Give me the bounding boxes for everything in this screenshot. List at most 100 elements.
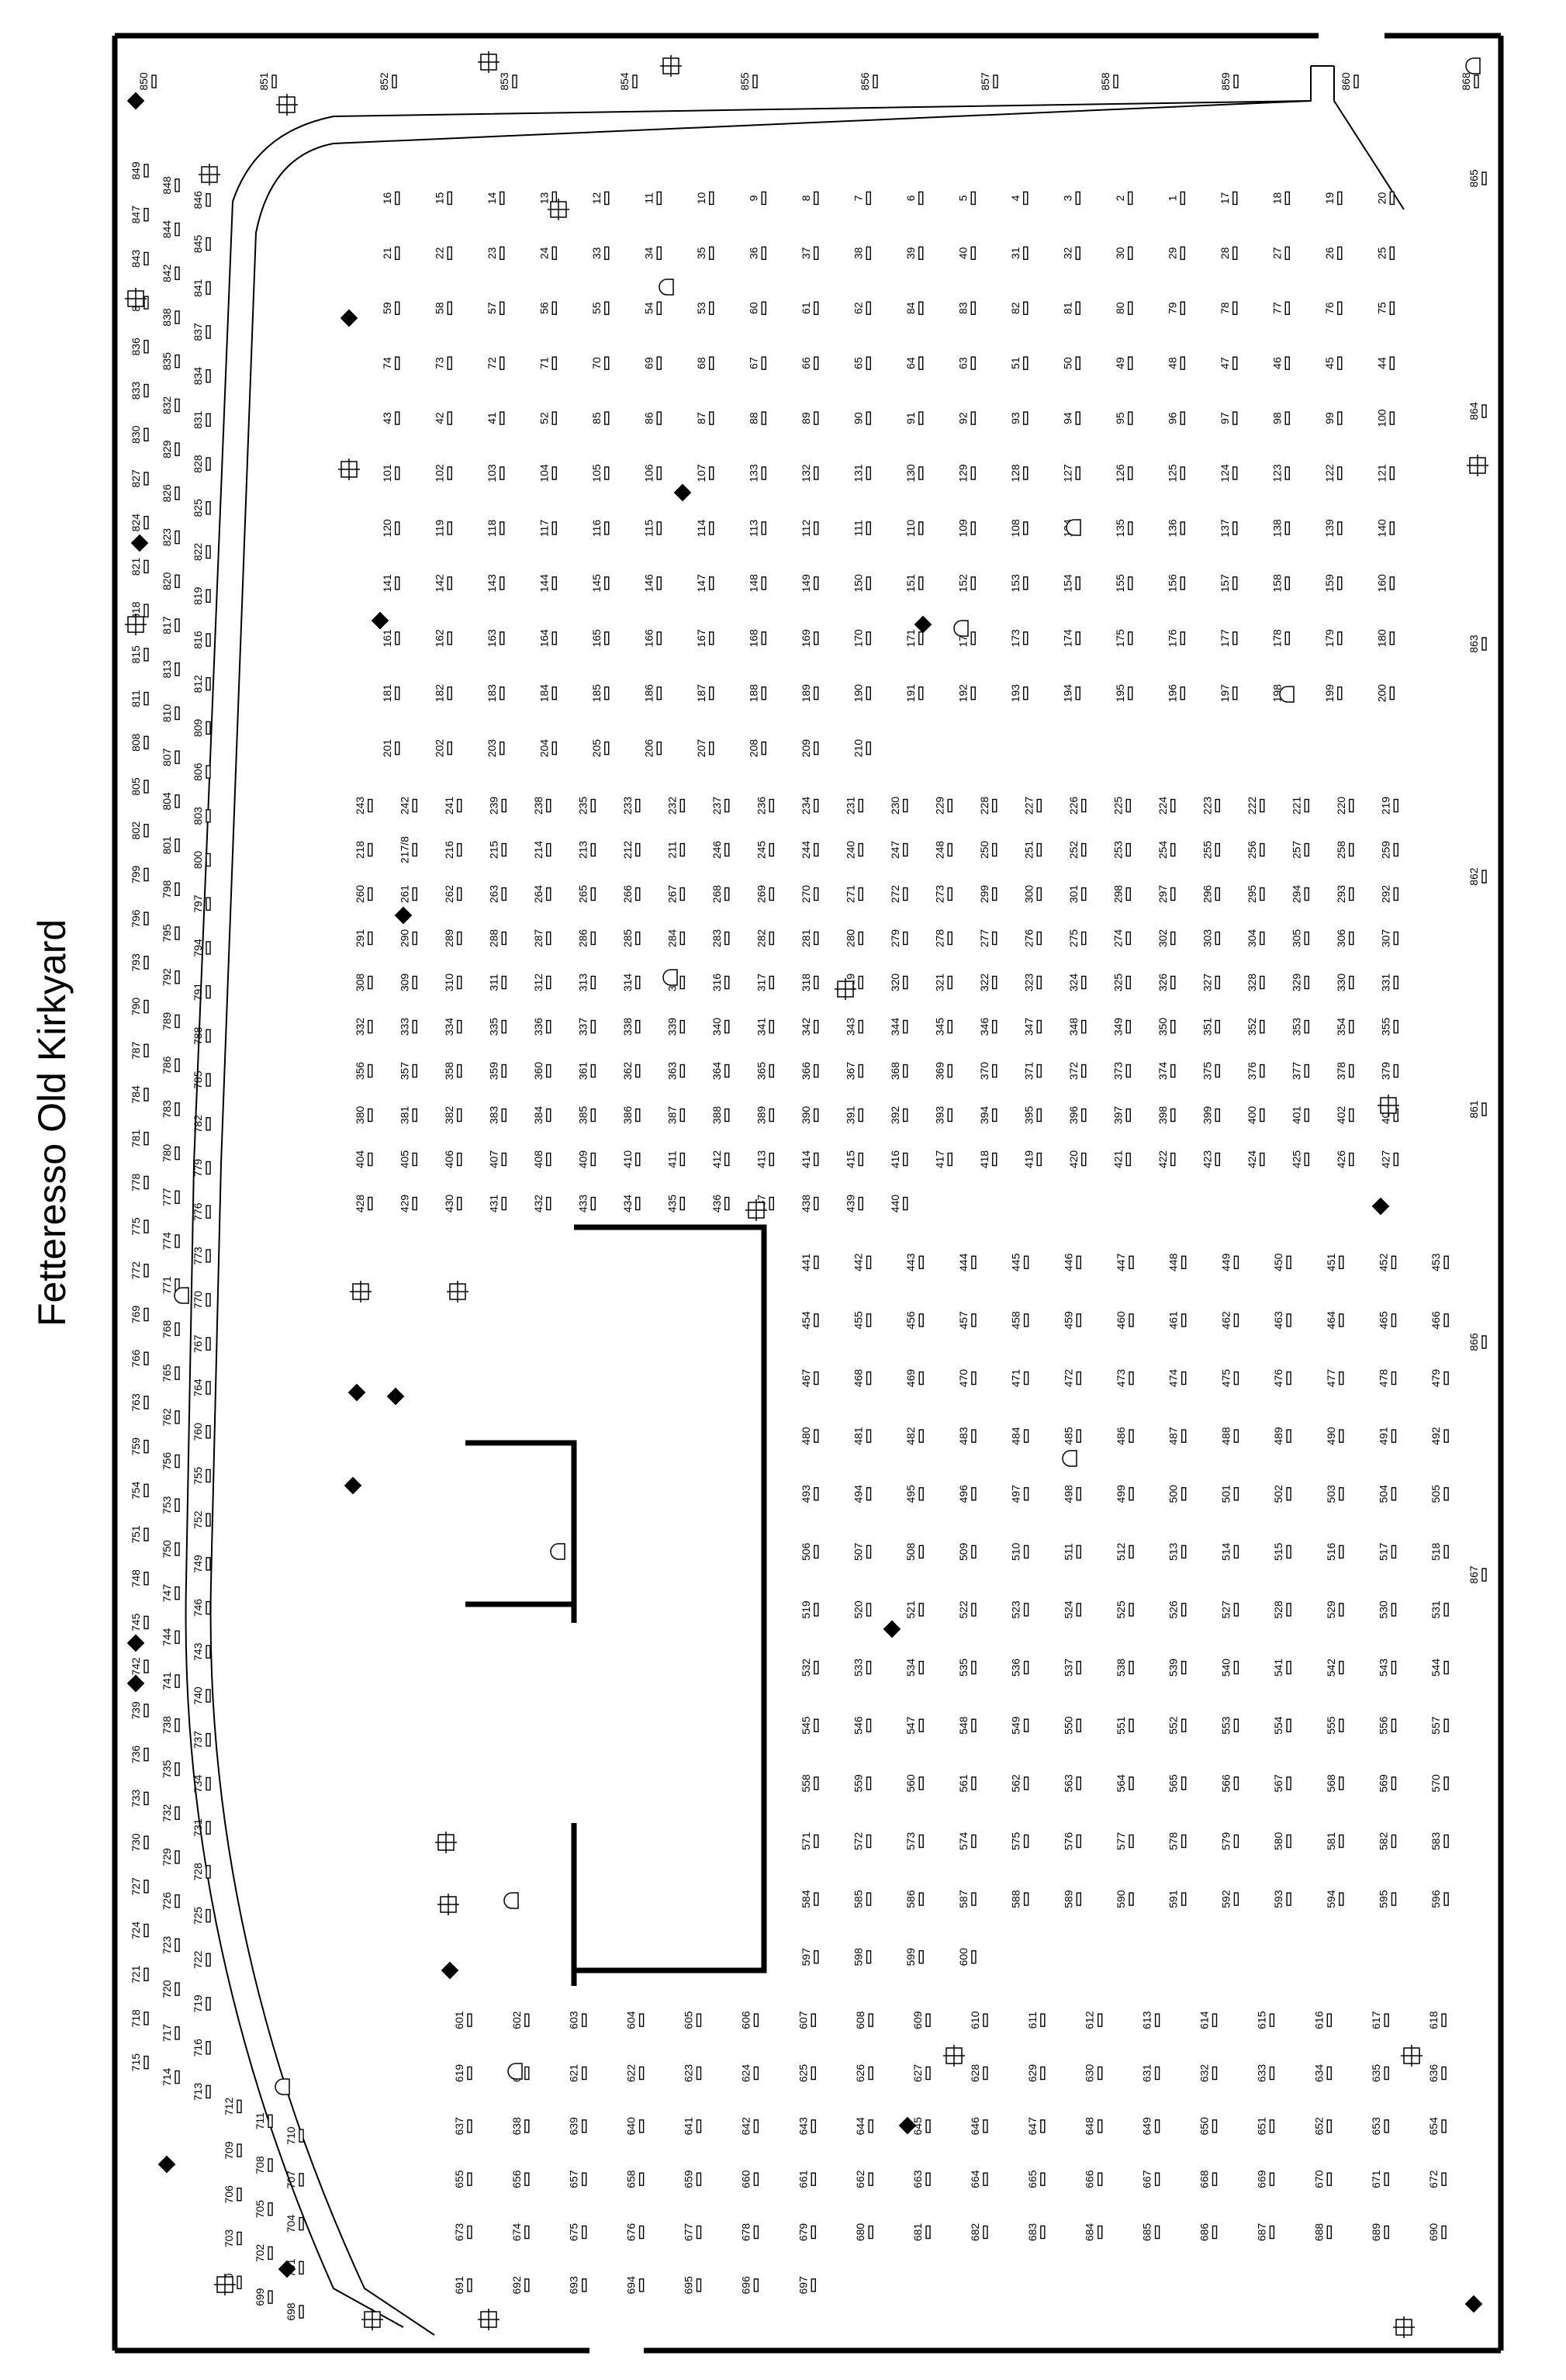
grave-plot[interactable]: 26: [1323, 246, 1343, 261]
grave-plot[interactable]: 176: [1166, 629, 1185, 648]
grave-plot[interactable]: 651: [1255, 2117, 1275, 2136]
grave-plot[interactable]: 550: [1062, 1716, 1082, 1735]
grave-plot[interactable]: 278: [933, 929, 952, 948]
grave-plot[interactable]: 522: [957, 1600, 977, 1619]
grave-plot[interactable]: 131: [852, 464, 871, 483]
grave-plot[interactable]: 631: [1141, 2064, 1160, 2083]
grave-plot[interactable]: 543: [1377, 1659, 1397, 1677]
grave-plot[interactable]: 673: [453, 2223, 472, 2242]
grave-plot[interactable]: 812: [192, 675, 211, 694]
grave-plot[interactable]: 296: [1201, 885, 1220, 904]
grave-plot[interactable]: 380: [354, 1106, 373, 1125]
grave-plot[interactable]: 436: [710, 1195, 730, 1213]
grave-plot[interactable]: 218: [354, 841, 373, 860]
grave-plot[interactable]: 450: [1272, 1253, 1291, 1271]
grave-plot[interactable]: 367: [844, 1062, 863, 1081]
grave-plot[interactable]: 87: [695, 411, 714, 425]
grave-plot[interactable]: 267: [665, 885, 685, 904]
grave-plot[interactable]: 417: [933, 1150, 952, 1169]
grave-plot[interactable]: 334: [443, 1018, 462, 1036]
grave-plot[interactable]: 591: [1167, 1890, 1187, 1908]
grave-plot[interactable]: 533: [852, 1659, 872, 1677]
grave-plot[interactable]: 75: [1375, 301, 1395, 315]
grave-plot[interactable]: 577: [1115, 1832, 1134, 1851]
grave-plot[interactable]: 734: [192, 1775, 211, 1794]
grave-plot[interactable]: 293: [1335, 885, 1354, 904]
grave-plot[interactable]: 665: [1026, 2170, 1046, 2188]
grave-plot[interactable]: 86: [642, 411, 662, 425]
grave-plot[interactable]: 112: [800, 520, 819, 538]
grave-plot[interactable]: 113: [747, 520, 766, 538]
grave-plot[interactable]: 220: [1335, 797, 1354, 815]
grave-plot[interactable]: 216: [443, 841, 462, 860]
grave-plot[interactable]: 95: [1114, 411, 1133, 425]
grave-plot[interactable]: 287: [532, 929, 551, 948]
grave-plot[interactable]: 272: [889, 885, 908, 904]
grave-plot[interactable]: 215: [487, 841, 506, 860]
grave-plot[interactable]: 547: [904, 1716, 924, 1735]
grave-plot[interactable]: 282: [755, 929, 774, 948]
grave-plot[interactable]: 103: [486, 464, 505, 483]
grave-plot[interactable]: 515: [1272, 1542, 1291, 1561]
grave-plot[interactable]: 277: [978, 929, 997, 948]
grave-plot[interactable]: 332: [354, 1018, 373, 1036]
grave-plot[interactable]: 554: [1272, 1716, 1291, 1735]
grave-plot[interactable]: 443: [904, 1253, 924, 1271]
grave-plot[interactable]: 755: [192, 1467, 211, 1486]
grave-plot[interactable]: 99: [1323, 411, 1343, 425]
grave-plot[interactable]: 629: [1026, 2064, 1046, 2083]
grave-plot[interactable]: 488: [1219, 1427, 1239, 1445]
grave-plot[interactable]: 699: [254, 2288, 273, 2306]
grave-plot[interactable]: 45: [1323, 356, 1343, 370]
grave-plot[interactable]: 55: [590, 301, 610, 315]
grave-plot[interactable]: 562: [1010, 1774, 1029, 1793]
grave-plot[interactable]: 737: [192, 1731, 211, 1749]
grave-plot[interactable]: 285: [621, 929, 641, 948]
grave-plot[interactable]: 623: [683, 2064, 702, 2083]
grave-plot[interactable]: 348: [1067, 1018, 1087, 1036]
grave-plot[interactable]: 328: [1246, 974, 1265, 992]
grave-plot[interactable]: 338: [621, 1018, 641, 1036]
grave-plot[interactable]: 133: [747, 464, 766, 483]
grave-plot[interactable]: 345: [933, 1018, 952, 1036]
grave-plot[interactable]: 158: [1270, 574, 1290, 593]
grave-plot[interactable]: 642: [739, 2117, 759, 2136]
grave-plot[interactable]: 859: [1219, 72, 1239, 91]
grave-plot[interactable]: 379: [1379, 1062, 1398, 1081]
grave-plot[interactable]: 597: [800, 1948, 819, 1967]
grave-plot[interactable]: 188: [747, 684, 766, 703]
grave-plot[interactable]: 68: [695, 356, 714, 370]
grave-plot[interactable]: 525: [1115, 1600, 1134, 1619]
grave-plot[interactable]: 821: [130, 558, 149, 576]
grave-plot[interactable]: 824: [130, 514, 149, 532]
grave-plot[interactable]: 482: [904, 1427, 924, 1445]
grave-plot[interactable]: 363: [665, 1062, 685, 1081]
grave-plot[interactable]: 557: [1429, 1716, 1449, 1735]
grave-plot[interactable]: 684: [1084, 2223, 1103, 2242]
grave-plot[interactable]: 725: [192, 1907, 211, 1925]
grave-plot[interactable]: 825: [192, 499, 211, 517]
grave-plot[interactable]: 18: [1270, 191, 1290, 206]
grave-plot[interactable]: 609: [911, 2011, 931, 2029]
grave-plot[interactable]: 372: [1067, 1062, 1087, 1081]
grave-plot[interactable]: 545: [800, 1716, 819, 1735]
grave-plot[interactable]: 460: [1115, 1311, 1134, 1330]
grave-plot[interactable]: 457: [957, 1311, 977, 1330]
grave-plot[interactable]: 96: [1166, 411, 1185, 425]
grave-plot[interactable]: 397: [1111, 1106, 1131, 1125]
grave-plot[interactable]: 858: [1099, 72, 1118, 91]
grave-plot[interactable]: 617: [1370, 2011, 1389, 2029]
grave-plot[interactable]: 645: [911, 2117, 931, 2136]
grave-plot[interactable]: 744: [161, 1628, 180, 1647]
grave-plot[interactable]: 110: [904, 520, 924, 538]
grave-plot[interactable]: 339: [665, 1018, 685, 1036]
grave-plot[interactable]: 826: [161, 484, 180, 503]
grave-plot[interactable]: 655: [453, 2170, 472, 2188]
grave-plot[interactable]: 474: [1167, 1369, 1187, 1388]
grave-plot[interactable]: 317: [755, 974, 774, 992]
grave-plot[interactable]: 767: [192, 1334, 211, 1353]
grave-plot[interactable]: 634: [1312, 2064, 1332, 2083]
grave-plot[interactable]: 252: [1067, 841, 1087, 860]
grave-plot[interactable]: 549: [1010, 1716, 1029, 1735]
grave-plot[interactable]: 726: [161, 1892, 180, 1911]
